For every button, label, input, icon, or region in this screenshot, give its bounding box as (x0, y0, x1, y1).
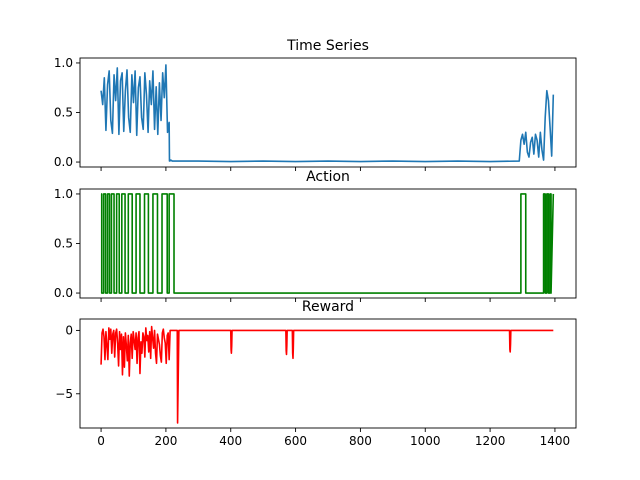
y-tick-label: 1.0 (54, 187, 73, 201)
y-tick-label: −5 (55, 387, 73, 401)
subplot-title: Action (306, 169, 350, 185)
x-tick-label: 0 (97, 434, 105, 448)
y-tick-label: 1.0 (54, 56, 73, 70)
series-line-1 (100, 193, 555, 294)
subplot-3: 0 −5 0 200 400 600 800 1000 1200 1400 Reward (55, 299, 577, 448)
series-line-1 (100, 325, 554, 424)
x-tick-label: 1000 (410, 434, 441, 448)
y-tick-label: 0.5 (54, 106, 73, 120)
x-tick-label: 800 (349, 434, 372, 448)
subplot-2: 0.0 0.5 1.0 Action (54, 169, 577, 302)
x-tick-label: 400 (219, 434, 242, 448)
y-tick-label: 0.0 (54, 286, 73, 300)
subplot-title: Reward (302, 299, 354, 315)
subplot-1: 0.0 0.5 1.0 Time Series (54, 38, 577, 171)
x-tick-label: 1400 (540, 434, 571, 448)
series-line-1 (100, 64, 555, 163)
y-tick-label: 0 (65, 323, 73, 337)
axes-frame (79, 318, 577, 429)
y-tick-label: 0.0 (54, 155, 73, 169)
x-tick-label: 200 (154, 434, 177, 448)
y-tick-label: 0.5 (54, 237, 73, 251)
x-tick-label: 1200 (475, 434, 506, 448)
subplot-title: Time Series (286, 38, 369, 54)
x-tick-label: 600 (284, 434, 307, 448)
axes-frame (79, 188, 577, 299)
